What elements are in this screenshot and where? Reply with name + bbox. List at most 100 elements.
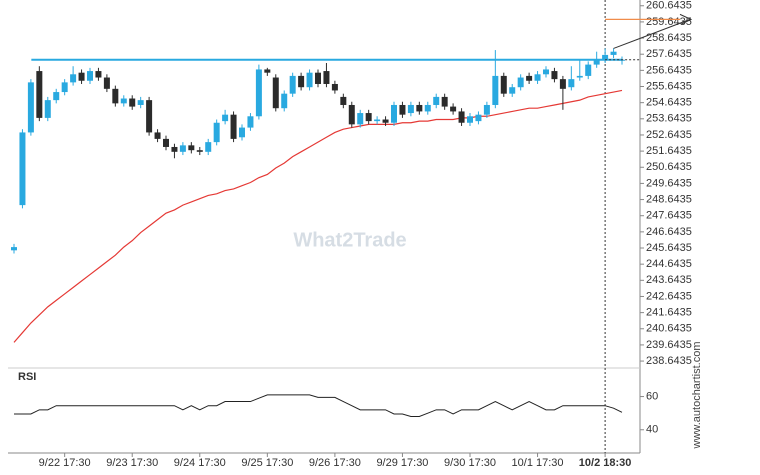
candle-body — [602, 54, 609, 60]
candle-body — [272, 77, 279, 109]
y-tick-label: 260.6435 — [646, 0, 692, 12]
candle-body — [222, 114, 229, 122]
candle-body — [365, 113, 372, 122]
x-tick-label: 9/25 17:30 — [241, 457, 293, 469]
y-tick-label: 244.6435 — [646, 258, 692, 270]
y-tick-label: 239.6435 — [646, 339, 692, 351]
y-tick-label: 241.6435 — [646, 307, 692, 319]
y-tick-label: 254.6435 — [646, 97, 692, 109]
candle-body — [559, 79, 566, 89]
y-tick-label: 240.6435 — [646, 323, 692, 335]
candle-body — [306, 72, 313, 88]
y-tick-label: 238.6435 — [646, 355, 692, 367]
candle-body — [399, 104, 406, 115]
candle-body — [120, 98, 127, 104]
candle-body — [458, 111, 465, 123]
moving-average — [13, 89, 623, 343]
rsi-y-tick-label: 40 — [646, 424, 658, 436]
candle-body — [568, 79, 575, 88]
candle-body — [188, 145, 195, 151]
candle-body — [289, 75, 296, 94]
candle-body — [593, 59, 600, 65]
candle-body — [163, 138, 169, 147]
candle-body — [103, 77, 110, 89]
y-tick-label: 256.6435 — [646, 64, 692, 76]
y-tick-label: 247.6435 — [646, 210, 692, 222]
y-tick-label: 243.6435 — [646, 274, 692, 286]
y-tick-label: 242.6435 — [646, 290, 692, 302]
candle-body — [357, 113, 364, 125]
candle-body — [576, 75, 583, 78]
candle-body — [483, 104, 490, 115]
candle-body — [534, 74, 541, 81]
candle-body — [247, 116, 254, 128]
candle-body — [315, 72, 321, 84]
y-tick-label: 249.6435 — [646, 177, 692, 189]
rsi-title: RSI — [18, 371, 36, 383]
candle-body — [467, 116, 473, 123]
candle-body — [53, 92, 60, 101]
y-tick-label: 258.6435 — [646, 32, 692, 44]
candle-body — [331, 83, 338, 91]
x-tick-label: 10/2 18:30 — [579, 457, 632, 469]
candle-body — [551, 71, 558, 80]
candle-body — [137, 100, 144, 105]
rsi-y-tick-label: 60 — [646, 390, 658, 402]
x-tick-label: 9/22 17:30 — [39, 457, 91, 469]
candle-body — [543, 69, 549, 75]
x-tick-label: 9/29 17:30 — [376, 457, 428, 469]
y-tick-label: 245.6435 — [646, 242, 692, 254]
candle-body — [441, 96, 448, 107]
forecast-arrow — [613, 18, 691, 49]
source-label: www.autochartist.com — [691, 342, 703, 450]
candle-body — [255, 69, 262, 117]
candle-body — [87, 71, 93, 81]
candle-body — [610, 51, 617, 55]
candle-body — [11, 247, 17, 251]
candle-body — [450, 106, 457, 112]
x-tick-label: 10/1 17:30 — [512, 457, 564, 469]
candle-body — [492, 75, 499, 105]
candle-body — [146, 100, 153, 133]
x-tick-label: 9/23 17:30 — [106, 457, 158, 469]
candle-body — [407, 104, 414, 114]
candle-body — [382, 119, 389, 123]
candle-body — [44, 100, 51, 118]
y-tick-label: 253.6435 — [646, 113, 692, 125]
x-tick-label: 9/30 17:30 — [444, 457, 496, 469]
candle-body — [239, 127, 245, 138]
candle-body — [391, 104, 397, 123]
candle-body — [179, 145, 186, 152]
candle-body — [70, 74, 77, 83]
candle-body — [27, 82, 34, 133]
y-tick-label: 259.6435 — [646, 16, 692, 28]
candle-body — [298, 75, 305, 88]
candle-body — [196, 150, 203, 152]
candle-body — [205, 142, 212, 152]
x-tick-label: 9/26 17:30 — [309, 457, 361, 469]
candle-body — [374, 119, 381, 122]
candle-body — [61, 82, 68, 93]
y-tick-label: 255.6435 — [646, 80, 692, 92]
candle-body — [95, 71, 102, 78]
y-tick-label: 257.6435 — [646, 48, 692, 60]
candle-body — [36, 71, 43, 118]
y-tick-label: 246.6435 — [646, 226, 692, 238]
y-tick-label: 248.6435 — [646, 193, 692, 205]
candle-body — [78, 72, 85, 81]
candle-body — [281, 93, 288, 109]
y-tick-label: 252.6435 — [646, 129, 692, 141]
candle-body — [500, 75, 507, 94]
candle-body — [433, 96, 440, 105]
candle-body — [526, 75, 533, 81]
candle-body — [509, 87, 516, 94]
candle-body — [323, 71, 330, 84]
arrow-head — [679, 13, 693, 25]
y-tick-label: 250.6435 — [646, 161, 692, 173]
candle-body — [348, 104, 355, 125]
candle-body — [129, 98, 136, 107]
candle-body — [19, 132, 26, 206]
candle-body — [424, 104, 431, 112]
watermark: What2Trade — [293, 229, 406, 251]
